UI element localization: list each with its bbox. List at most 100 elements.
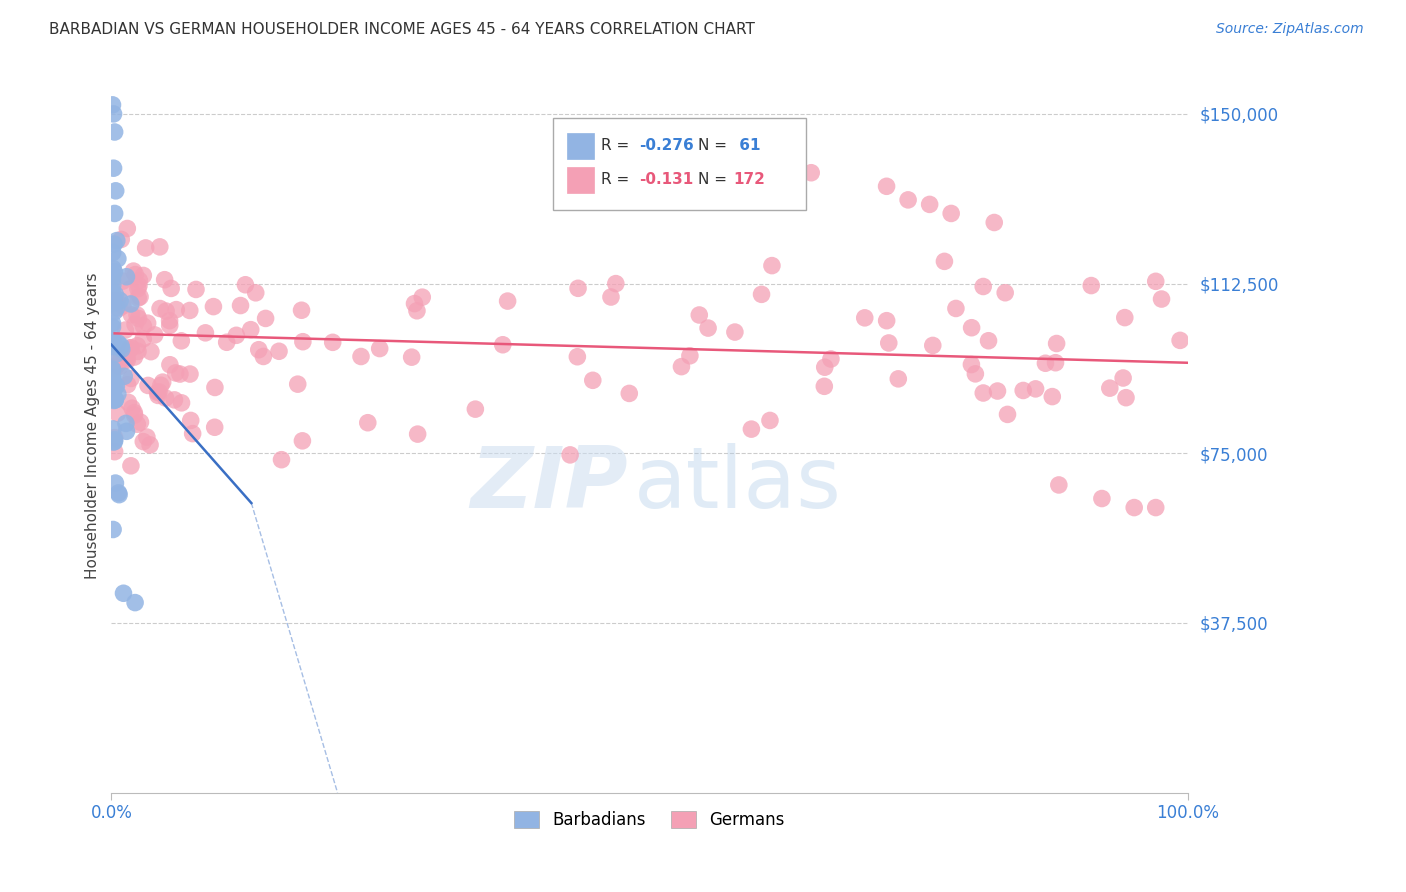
Point <box>129 415 152 429</box>
Text: 61: 61 <box>734 138 761 153</box>
Point <box>132 319 155 334</box>
Point <box>118 343 141 357</box>
Point <box>165 302 187 317</box>
Point <box>115 417 138 431</box>
Text: atlas: atlas <box>634 443 842 526</box>
Point <box>159 358 181 372</box>
Point <box>101 272 124 286</box>
Point <box>887 372 910 386</box>
Point <box>101 261 124 276</box>
Point <box>132 434 155 449</box>
Point <box>120 341 142 355</box>
Point <box>160 281 183 295</box>
Point <box>103 265 125 279</box>
Point <box>977 334 1000 348</box>
Point <box>124 596 146 610</box>
Point <box>149 378 172 392</box>
FancyBboxPatch shape <box>567 133 593 159</box>
Point <box>117 395 139 409</box>
Point <box>114 323 136 337</box>
Point <box>101 316 124 330</box>
Point <box>101 268 124 282</box>
Point <box>404 296 426 310</box>
Point <box>107 292 129 306</box>
Point <box>132 268 155 283</box>
Point <box>245 285 267 300</box>
Point <box>111 349 134 363</box>
Point <box>492 337 515 351</box>
Text: BARBADIAN VS GERMAN HOUSEHOLDER INCOME AGES 45 - 64 YEARS CORRELATION CHART: BARBADIAN VS GERMAN HOUSEHOLDER INCOME A… <box>49 22 755 37</box>
Point <box>215 335 238 350</box>
Text: ZIP: ZIP <box>471 443 628 526</box>
Point <box>104 287 127 301</box>
Point <box>108 293 131 308</box>
Text: N =: N = <box>699 138 733 153</box>
Point <box>229 299 252 313</box>
FancyBboxPatch shape <box>553 119 806 210</box>
Point <box>107 358 129 372</box>
Point <box>101 383 124 397</box>
Point <box>111 274 134 288</box>
Point <box>111 299 134 313</box>
Y-axis label: Householder Income Ages 45 - 64 years: Householder Income Ages 45 - 64 years <box>86 273 100 580</box>
Point <box>679 349 702 363</box>
Point <box>110 232 132 246</box>
Point <box>101 391 124 405</box>
Point <box>204 420 226 434</box>
Point <box>181 426 204 441</box>
Point <box>155 304 177 318</box>
Point <box>152 375 174 389</box>
Point <box>127 282 149 296</box>
Point <box>1080 278 1102 293</box>
Point <box>1035 356 1057 370</box>
Point <box>921 338 943 352</box>
Point <box>740 422 762 436</box>
Point <box>960 358 983 372</box>
Point <box>619 386 641 401</box>
Point <box>972 386 994 401</box>
Point <box>101 296 124 310</box>
FancyBboxPatch shape <box>567 168 593 193</box>
Point <box>101 371 124 385</box>
Point <box>464 402 486 417</box>
Point <box>997 408 1019 422</box>
Point <box>582 373 605 387</box>
Point <box>115 348 138 362</box>
Text: 172: 172 <box>734 172 766 187</box>
Point <box>1091 491 1114 506</box>
Point <box>170 334 193 348</box>
Point <box>149 240 172 254</box>
Text: -0.131: -0.131 <box>638 172 693 187</box>
Point <box>983 215 1005 229</box>
Point <box>148 384 170 399</box>
Point <box>124 406 146 420</box>
Point <box>108 488 131 502</box>
Point <box>104 125 127 139</box>
Point <box>136 316 159 330</box>
Point <box>1144 500 1167 515</box>
Point <box>897 193 920 207</box>
Point <box>104 361 127 376</box>
Point <box>124 268 146 282</box>
Point <box>104 381 127 395</box>
Point <box>411 290 433 304</box>
Point <box>104 347 127 361</box>
Point <box>115 351 138 365</box>
Point <box>101 422 124 436</box>
Point <box>104 206 127 220</box>
Point <box>101 334 124 348</box>
Point <box>104 293 127 308</box>
Text: -0.276: -0.276 <box>638 138 693 153</box>
Point <box>103 393 125 408</box>
Point <box>103 237 125 252</box>
Point <box>1144 274 1167 288</box>
Point <box>1046 336 1069 351</box>
Point <box>688 308 710 322</box>
Point <box>128 273 150 287</box>
Point <box>965 367 987 381</box>
Point <box>1123 500 1146 515</box>
Point <box>107 406 129 420</box>
Text: N =: N = <box>699 172 733 187</box>
Point <box>1045 356 1067 370</box>
Point <box>357 416 380 430</box>
